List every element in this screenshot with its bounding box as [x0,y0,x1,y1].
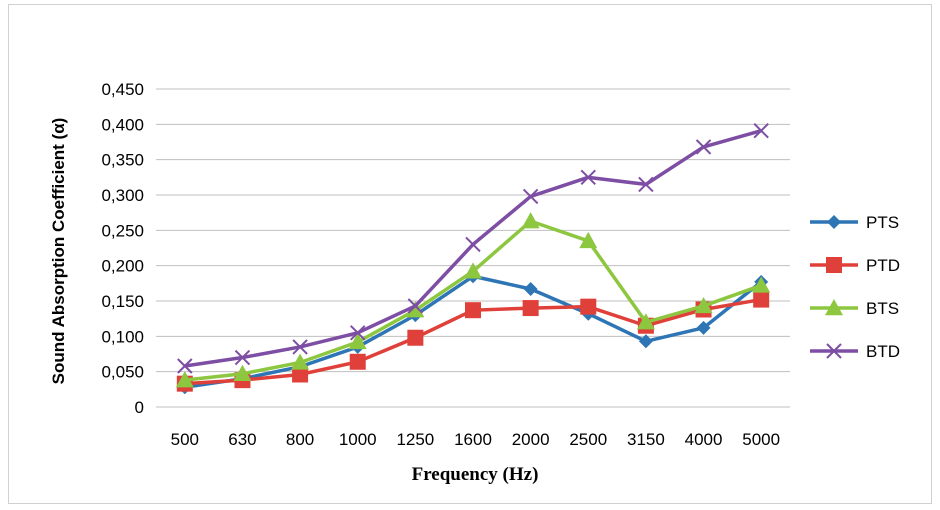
data-point-btd [522,188,539,205]
y-tick-label: 0,050 [101,363,144,382]
legend-item-pts: PTS [810,213,899,232]
legend: PTS PTD BTS BTD [810,213,900,361]
legend-item-btd: BTD [810,342,900,361]
series-line-btd [184,129,762,368]
chart-frame [8,4,932,504]
legend-marker [826,343,842,359]
data-point-ptd [407,329,424,346]
series-ptd [176,291,770,392]
data-point-bts [579,231,598,249]
y-tick-label: 0,200 [101,257,144,276]
legend-marker [826,257,842,273]
data-point-bts [521,212,540,229]
x-tick-label: 4000 [685,430,723,449]
x-tick-label: 5000 [742,430,780,449]
x-tick-label: 1600 [454,430,492,449]
data-point-bts [348,332,367,350]
series-group [175,122,771,395]
data-point-btd [234,349,251,366]
data-point-bts [406,301,425,318]
data-point-btd [580,169,596,186]
data-point-bts [464,262,482,279]
data-point-ptd [753,291,770,308]
y-axis-label: Sound Absorption Coefficient (α) [49,118,68,385]
y-tick-label: 0 [135,398,144,417]
data-point-ptd [465,302,481,319]
data-point-btd [753,122,769,139]
data-point-bts [233,364,252,381]
y-tick-label: 0,300 [101,186,144,205]
y-tick-label: 0,450 [101,80,144,99]
x-axis-ticks: 500 630 800 1000 1250 1600 2000 2500 3150 4000 500… [171,430,780,449]
legend-label: PTS [866,213,899,232]
data-point-btd [638,176,654,193]
data-point-btd [350,325,366,341]
series-bts [175,212,771,388]
data-point-bts [175,371,194,388]
data-point-bts [636,313,655,330]
data-point-pts [523,281,538,296]
series-line-pts [184,274,763,389]
y-tick-label: 0,100 [101,327,144,346]
data-point-btd [465,236,481,253]
x-tick-label: 630 [228,430,256,449]
legend-label: PTD [866,256,900,275]
legend-item-bts: BTS [810,299,899,318]
data-point-btd [695,139,712,155]
data-point-pts [696,320,711,335]
data-point-bts [694,296,713,314]
x-tick-label: 2000 [512,430,550,449]
data-point-ptd [580,298,597,315]
y-tick-label: 0,400 [101,115,144,134]
data-point-pts [638,334,653,349]
data-point-btd [407,298,424,314]
legend-marker [825,299,843,316]
x-tick-label: 500 [171,430,199,449]
data-point-ptd [349,353,366,370]
y-axis-ticks: 0 0,050 0,100 0,150 0,200 0,250 0,300 0,350 0,40… [101,80,144,417]
series-pts [177,269,769,395]
x-tick-label: 1000 [339,430,377,449]
data-point-btd [177,358,193,374]
legend-label: BTD [866,342,900,361]
data-point-bts [291,353,310,370]
y-tick-label: 0,350 [101,151,144,170]
legend-label: BTS [866,299,899,318]
x-tick-label: 3150 [627,430,665,449]
x-tick-label: 2500 [569,430,607,449]
x-axis-label: Frequency (Hz) [412,464,539,485]
x-tick-label: 800 [286,430,314,449]
x-tick-label: 1250 [396,430,434,449]
data-point-bts [752,276,771,293]
legend-item-ptd: PTD [810,256,900,275]
y-tick-label: 0,150 [101,292,144,311]
y-tick-label: 0,250 [101,221,144,240]
legend-marker [827,215,841,229]
data-point-ptd [522,300,539,317]
series-btd [177,122,769,374]
data-point-ptd [292,366,309,383]
data-point-btd [292,339,308,355]
